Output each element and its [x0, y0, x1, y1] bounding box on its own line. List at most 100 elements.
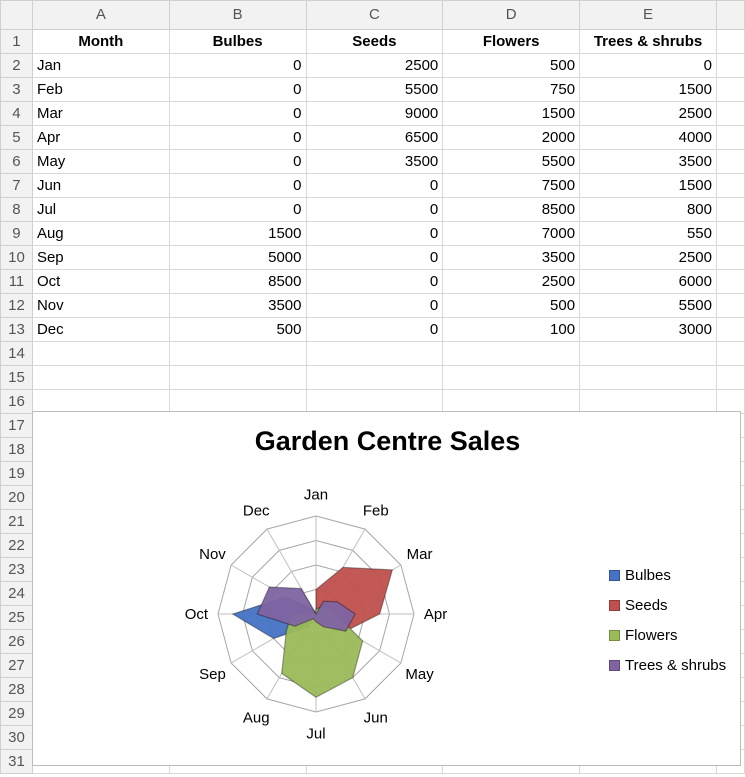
cell[interactable]: 2500 [442, 269, 581, 294]
cell[interactable] [31, 365, 170, 390]
legend-item[interactable]: Bulbes [609, 560, 726, 590]
cell[interactable] [716, 149, 745, 174]
cell[interactable] [579, 389, 717, 414]
row-header[interactable]: 2 [0, 53, 33, 78]
cell[interactable]: 0 [305, 197, 444, 222]
cell[interactable]: 0 [305, 269, 444, 294]
cell[interactable] [716, 293, 745, 318]
cell[interactable] [716, 173, 745, 198]
cell[interactable] [716, 389, 745, 414]
header-cell[interactable]: Flowers [442, 29, 581, 54]
cell[interactable] [31, 341, 170, 366]
cell[interactable] [168, 389, 307, 414]
cell[interactable] [305, 365, 444, 390]
cell[interactable] [305, 341, 444, 366]
row-header[interactable]: 14 [0, 341, 33, 366]
cell[interactable] [168, 341, 307, 366]
cell[interactable]: 550 [579, 221, 717, 246]
cell[interactable]: 1500 [442, 101, 581, 126]
cell[interactable]: Mar [31, 101, 170, 126]
cell[interactable]: 0 [579, 53, 717, 78]
cell[interactable]: May [31, 149, 170, 174]
cell[interactable]: 1500 [579, 77, 717, 102]
cell[interactable]: 2500 [305, 53, 444, 78]
cell[interactable]: 1500 [168, 221, 307, 246]
cell[interactable]: 8500 [442, 197, 581, 222]
row-header[interactable]: 3 [0, 77, 33, 102]
cell[interactable] [716, 53, 745, 78]
cell[interactable] [716, 269, 745, 294]
row-header[interactable]: 1 [0, 29, 33, 54]
cell[interactable]: Jan [31, 53, 170, 78]
cell[interactable]: 6000 [579, 269, 717, 294]
cell[interactable]: 3500 [442, 245, 581, 270]
row-header[interactable]: 29 [0, 701, 33, 726]
chart-object[interactable]: Garden Centre Sales Jan Feb Mar Apr May Jun Ju… [32, 411, 741, 766]
row-header[interactable]: 4 [0, 101, 33, 126]
column-header-d[interactable]: D [442, 0, 581, 30]
cell[interactable] [579, 341, 717, 366]
row-header[interactable]: 5 [0, 125, 33, 150]
header-cell[interactable]: Seeds [305, 29, 444, 54]
cell[interactable] [716, 29, 745, 54]
cell[interactable]: 5500 [579, 293, 717, 318]
cell[interactable]: 500 [168, 317, 307, 342]
cell[interactable] [716, 197, 745, 222]
row-header[interactable]: 26 [0, 629, 33, 654]
column-header-f[interactable] [716, 0, 745, 30]
row-header[interactable]: 6 [0, 149, 33, 174]
cell[interactable]: Apr [31, 125, 170, 150]
cell[interactable] [716, 101, 745, 126]
cell[interactable]: 1500 [579, 173, 717, 198]
cell[interactable]: 0 [168, 53, 307, 78]
cell[interactable]: 750 [442, 77, 581, 102]
cell[interactable]: Oct [31, 269, 170, 294]
cell[interactable] [579, 365, 717, 390]
cell[interactable]: Jun [31, 173, 170, 198]
cell[interactable]: 7500 [442, 173, 581, 198]
cell[interactable]: 3500 [579, 149, 717, 174]
cell[interactable] [716, 341, 745, 366]
cell[interactable]: 0 [305, 221, 444, 246]
legend-item[interactable]: Seeds [609, 590, 726, 620]
row-header[interactable]: 27 [0, 653, 33, 678]
cell[interactable] [442, 341, 581, 366]
cell[interactable] [716, 317, 745, 342]
row-header[interactable]: 9 [0, 221, 33, 246]
cell[interactable]: 0 [305, 245, 444, 270]
cell[interactable]: Feb [31, 77, 170, 102]
legend-item[interactable]: Flowers [609, 620, 726, 650]
row-header[interactable]: 30 [0, 725, 33, 750]
row-header[interactable]: 13 [0, 317, 33, 342]
cell[interactable]: 0 [305, 293, 444, 318]
header-cell[interactable]: Trees & shrubs [579, 29, 717, 54]
row-header[interactable]: 22 [0, 533, 33, 558]
row-header[interactable]: 28 [0, 677, 33, 702]
cell[interactable]: 0 [305, 317, 444, 342]
cell[interactable]: Sep [31, 245, 170, 270]
row-header[interactable]: 23 [0, 557, 33, 582]
row-header[interactable]: 10 [0, 245, 33, 270]
row-header[interactable]: 24 [0, 581, 33, 606]
cell[interactable]: 6500 [305, 125, 444, 150]
row-header[interactable]: 11 [0, 269, 33, 294]
cell[interactable]: 3000 [579, 317, 717, 342]
row-header[interactable]: 20 [0, 485, 33, 510]
cell[interactable] [716, 77, 745, 102]
cell[interactable]: Nov [31, 293, 170, 318]
cell[interactable]: 0 [168, 149, 307, 174]
cell[interactable]: 5000 [168, 245, 307, 270]
cell[interactable]: Dec [31, 317, 170, 342]
cell[interactable]: 5500 [442, 149, 581, 174]
cell[interactable] [168, 365, 307, 390]
cell[interactable]: 800 [579, 197, 717, 222]
column-header-a[interactable]: A [31, 0, 170, 30]
cell[interactable]: 8500 [168, 269, 307, 294]
legend-item[interactable]: Trees & shrubs [609, 650, 726, 680]
column-header-c[interactable]: C [305, 0, 444, 30]
cell[interactable] [716, 365, 745, 390]
cell[interactable] [442, 365, 581, 390]
cell[interactable]: 100 [442, 317, 581, 342]
cell[interactable]: 0 [305, 173, 444, 198]
cell[interactable]: Jul [31, 197, 170, 222]
